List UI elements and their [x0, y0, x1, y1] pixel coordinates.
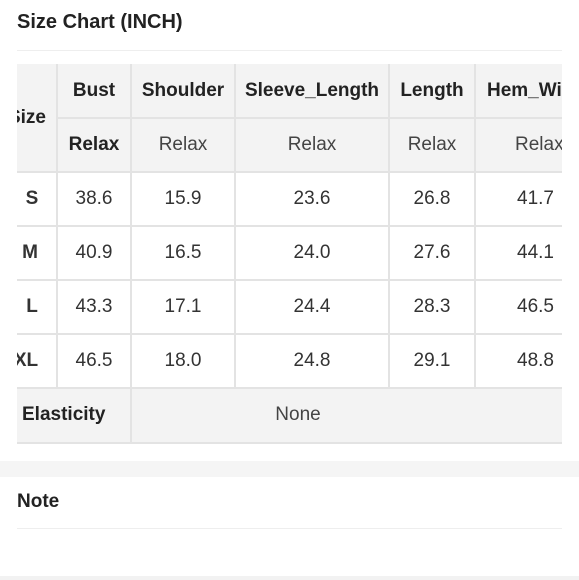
section-separator: [0, 461, 579, 477]
value-cell: 24.0: [235, 226, 389, 280]
fit-cell-shoulder: Relax: [131, 118, 235, 172]
fit-cell-hem-width: Relax: [475, 118, 562, 172]
grid-line: [17, 442, 562, 444]
grid-line: [17, 333, 562, 335]
grid-line: [17, 225, 562, 227]
value-cell: 28.3: [389, 280, 475, 334]
size-cell: L: [17, 280, 57, 334]
value-cell: 29.1: [389, 334, 475, 388]
fit-cell-bust: Relax: [57, 118, 131, 172]
value-cell: 27.6: [389, 226, 475, 280]
grid-line: [17, 279, 562, 281]
value-cell: 43.3: [57, 280, 131, 334]
note-title: Note: [17, 491, 60, 512]
size-column-header: Size: [17, 64, 57, 172]
elasticity-label-cell: Elasticity: [17, 388, 131, 442]
divider: [17, 50, 562, 51]
fit-cell-sleeve-length: Relax: [235, 118, 389, 172]
column-header-hem-width: Hem_Width: [475, 64, 562, 118]
grid-line: [17, 171, 562, 173]
value-cell: 18.0: [131, 334, 235, 388]
value-cell: 24.8: [235, 334, 389, 388]
value-cell: 40.9: [57, 226, 131, 280]
size-chart-grid: Size Bust Shoulder Sleeve_Length Length …: [17, 64, 562, 444]
page-title: Size Chart (INCH): [17, 11, 183, 33]
column-header-bust: Bust: [57, 64, 131, 118]
size-cell: S: [17, 172, 57, 226]
size-chart-table[interactable]: Size Bust Shoulder Sleeve_Length Length …: [17, 64, 562, 444]
column-header-sleeve-length: Sleeve_Length: [235, 64, 389, 118]
value-cell: 17.1: [131, 280, 235, 334]
value-cell: 48.8: [475, 334, 562, 388]
fit-cell-length: Relax: [389, 118, 475, 172]
value-cell: 15.9: [131, 172, 235, 226]
value-cell: 44.1: [475, 226, 562, 280]
grid-line: [57, 117, 562, 119]
grid-line: [130, 64, 132, 444]
section-separator: [0, 576, 579, 580]
elasticity-value-cell: None: [131, 388, 562, 442]
size-cell: XL: [17, 334, 57, 388]
value-cell: 16.5: [131, 226, 235, 280]
column-header-length: Length: [389, 64, 475, 118]
value-cell: 26.8: [389, 172, 475, 226]
value-cell: 23.6: [235, 172, 389, 226]
value-cell: 38.6: [57, 172, 131, 226]
column-header-shoulder: Shoulder: [131, 64, 235, 118]
value-cell: 24.4: [235, 280, 389, 334]
value-cell: 46.5: [57, 334, 131, 388]
divider: [17, 528, 562, 529]
value-cell: 41.7: [475, 172, 562, 226]
value-cell: 46.5: [475, 280, 562, 334]
size-cell: M: [17, 226, 57, 280]
grid-line: [17, 387, 562, 389]
size-header-label: Size: [17, 107, 47, 128]
